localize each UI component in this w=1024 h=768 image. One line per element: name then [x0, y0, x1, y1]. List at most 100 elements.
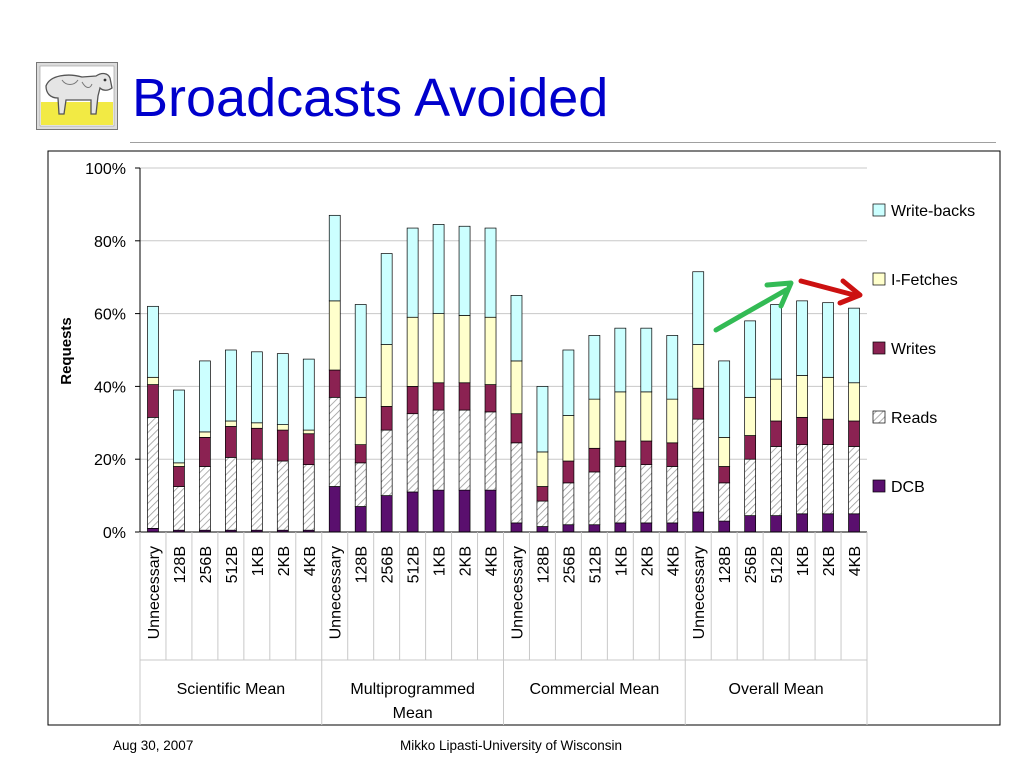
y-tick-label: 40%: [94, 379, 126, 396]
bar-segment-i-fetches: [173, 462, 185, 467]
bar-segment-write-backs: [692, 271, 705, 345]
bar-segment-writes: [354, 444, 367, 464]
bar-segment-i-fetches: [458, 315, 471, 384]
bar-segment-write-backs: [432, 224, 445, 314]
bar-segment-writes: [666, 442, 679, 467]
bar-segment-reads: [225, 457, 237, 531]
bar-segment-writes: [770, 420, 782, 447]
bar-segment-dcb: [458, 489, 471, 533]
x-category-label: 512B: [224, 546, 241, 583]
bar-segment-write-backs: [199, 360, 211, 433]
bar-segment-i-fetches: [432, 313, 445, 384]
bar-segment-writes: [458, 382, 471, 411]
bar-segment-write-backs: [536, 386, 549, 453]
bar-segment-writes: [173, 466, 185, 487]
bar-segment-write-backs: [770, 304, 782, 380]
bar-segment-reads: [718, 482, 731, 522]
bar-segment-write-backs: [614, 327, 627, 393]
annotation-arrows: [713, 278, 863, 333]
bar-segment-i-fetches: [276, 424, 289, 431]
bar-segment-i-fetches: [328, 300, 341, 371]
bar-segment-i-fetches: [588, 398, 601, 449]
bar-segment-writes: [744, 435, 757, 460]
bar-segment-write-backs: [225, 349, 237, 422]
bar-segment-reads: [744, 458, 757, 516]
x-group-labels: Scientific Mean Multiprogrammed Mean Commer…: [177, 681, 824, 722]
x-group-label: Scientific Mean: [177, 681, 286, 698]
bar-segment-writes: [432, 382, 445, 411]
legend-swatch: [872, 341, 886, 355]
bar-segment-writes: [822, 418, 834, 445]
bar-segment-dcb: [848, 513, 860, 533]
bar-segment-reads: [354, 462, 367, 507]
bar-segment-write-backs: [147, 305, 159, 378]
bar-segment-dcb: [588, 524, 601, 533]
legend-swatch: [872, 272, 886, 286]
bar-segment-writes: [848, 420, 860, 447]
y-tick-label: 60%: [94, 307, 126, 324]
bar-segment-write-backs: [380, 253, 393, 345]
bars: [147, 214, 860, 533]
bar-segment-dcb: [692, 511, 705, 533]
x-category-label: 128B: [535, 546, 552, 583]
bar-segment-writes: [406, 386, 419, 415]
x-category-label: 1KB: [795, 546, 812, 576]
x-group-label: Multiprogrammed: [350, 681, 474, 698]
bar-segment-writes: [562, 460, 575, 484]
bar-segment-i-fetches: [744, 396, 757, 436]
x-category-label: Unnecessary: [691, 546, 708, 639]
bar-segment-dcb: [536, 526, 549, 533]
x-category-label: 256B: [561, 546, 578, 583]
bar-segment-writes: [380, 406, 393, 431]
bar-segment-reads: [147, 416, 159, 529]
bar-segment-write-backs: [640, 327, 653, 393]
bar-segment-reads: [458, 409, 471, 491]
red-arrow-shaft: [798, 278, 857, 298]
x-category-label: 128B: [172, 546, 189, 583]
x-category-label: 2KB: [458, 546, 475, 576]
bar-segment-i-fetches: [510, 360, 523, 415]
bar-segment-writes: [536, 486, 549, 502]
bar-segment-reads: [666, 466, 679, 524]
bar-segment-i-fetches: [250, 422, 263, 429]
bar-segment-i-fetches: [225, 420, 237, 427]
red-arrow-head: [837, 278, 863, 306]
bar-segment-write-backs: [276, 353, 289, 425]
x-category-label: 512B: [406, 546, 423, 583]
bar-segment-reads: [692, 418, 705, 513]
y-tick-label: 0%: [103, 525, 126, 542]
bar-segment-write-backs: [744, 320, 757, 398]
bar-segment-write-backs: [718, 360, 731, 438]
x-category-label: 4KB: [665, 546, 682, 576]
bar-segment-writes: [588, 447, 601, 473]
bar-segment-write-backs: [666, 335, 679, 400]
legend: Write-backs I-Fetches Writes Reads DCB: [872, 203, 975, 496]
title-divider: [130, 142, 996, 143]
x-category-label: 256B: [743, 546, 760, 583]
bar-segment-writes: [225, 426, 237, 458]
x-category-label: 256B: [380, 546, 397, 583]
legend-label: Writes: [891, 341, 936, 358]
bar-segment-writes: [718, 466, 731, 484]
bar-segment-dcb: [432, 489, 445, 533]
bar-segment-dcb: [147, 528, 159, 533]
legend-label: Write-backs: [891, 203, 975, 220]
legend-swatch: [872, 479, 886, 493]
bar-segment-i-fetches: [199, 431, 211, 438]
x-category-label: 512B: [587, 546, 604, 583]
bar-segment-write-backs: [302, 358, 315, 431]
bar-segment-write-backs: [796, 300, 808, 376]
bar-segment-i-fetches: [666, 398, 679, 444]
bar-segment-dcb: [770, 515, 782, 533]
bar-segment-write-backs: [510, 295, 523, 362]
bar-segment-writes: [199, 437, 211, 467]
bar-segment-reads: [199, 466, 211, 531]
bar-segment-dcb: [822, 513, 834, 533]
x-category-label: 2KB: [821, 546, 838, 576]
bar-segment-reads: [173, 486, 185, 531]
x-category-label: 4KB: [847, 546, 864, 576]
bar-segment-writes: [510, 413, 523, 444]
bar-segment-dcb: [614, 522, 627, 533]
bar-segment-reads: [484, 411, 497, 491]
bar-segment-i-fetches: [536, 451, 549, 487]
